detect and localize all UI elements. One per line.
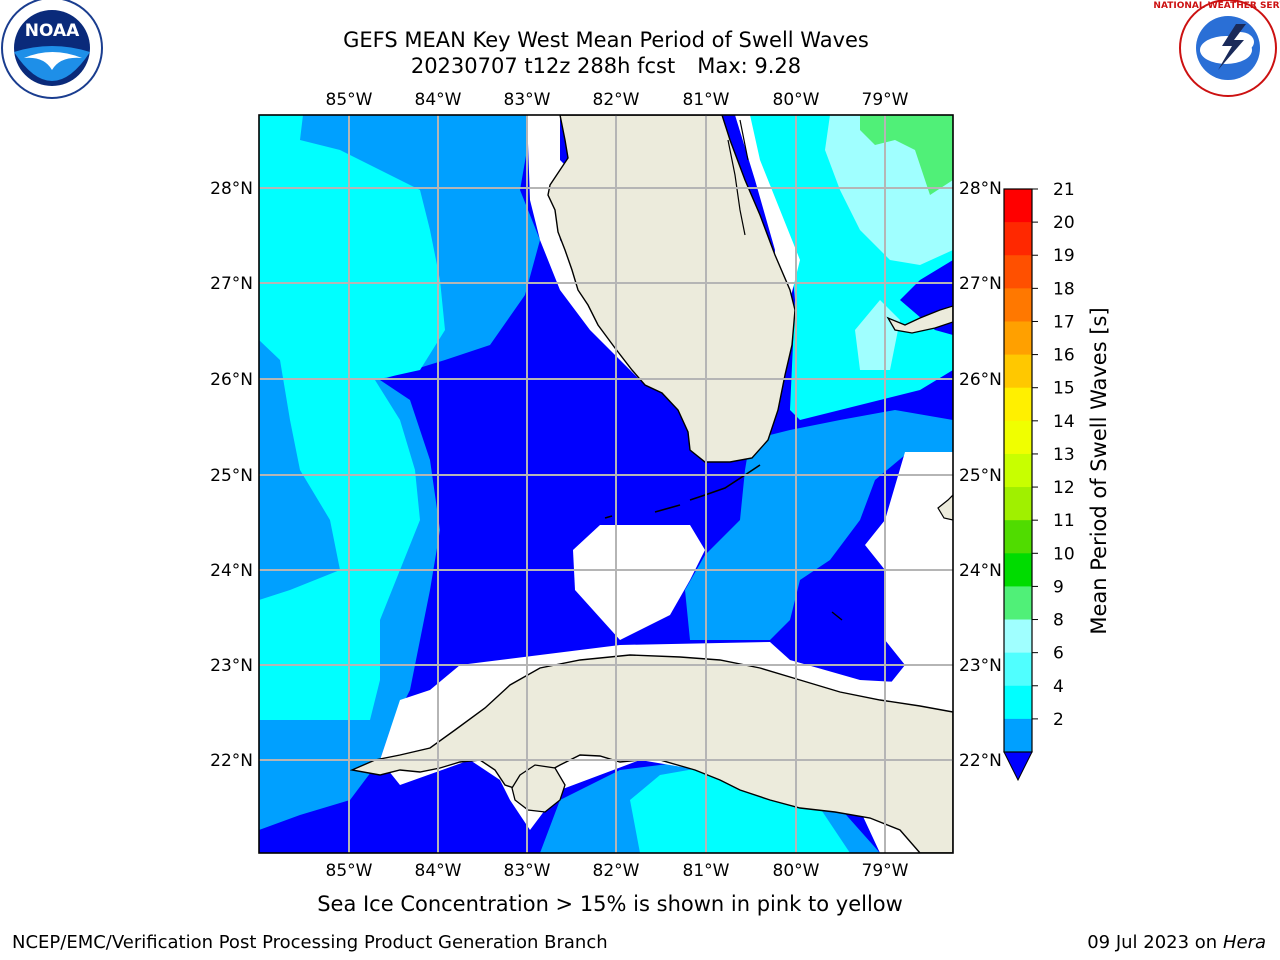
caption: Sea Ice Concentration > 15% is shown in … xyxy=(258,890,1218,918)
colorbar-tick-label: 13 xyxy=(1053,445,1075,465)
run-info: 20230707 t12z 288h fcst xyxy=(410,54,676,78)
colorbar-segment xyxy=(1004,553,1032,587)
map-frame xyxy=(258,114,954,854)
max-value: Max: 9.28 xyxy=(697,54,802,78)
isle-of-youth-land xyxy=(511,764,566,813)
colorbar-segment xyxy=(1004,255,1032,289)
colorbar-segment xyxy=(1004,453,1032,488)
colorbar-segment xyxy=(1004,487,1032,521)
lat-label: 22°N xyxy=(210,751,253,771)
lake-okeechobee xyxy=(727,119,749,236)
colorbar-tick-label: 11 xyxy=(1053,511,1075,531)
florida-peninsula-land xyxy=(547,115,796,463)
colorbar-tick-label: 6 xyxy=(1053,644,1064,664)
lon-label: 85°W xyxy=(326,90,373,110)
colorbar-tick-label: 17 xyxy=(1053,312,1075,332)
colorbar-tick-label: 12 xyxy=(1053,478,1075,498)
colorbar-tick-label: 2 xyxy=(1053,710,1064,730)
colorbar-segment xyxy=(1004,222,1032,256)
colorbar-tick-label: 4 xyxy=(1053,677,1064,697)
colorbar-tick-label: 20 xyxy=(1053,213,1075,233)
swell-band-9-10 xyxy=(860,115,953,195)
chart-title: GEFS MEAN Key West Mean Period of Swell … xyxy=(343,28,869,52)
swell-band-6-8-west xyxy=(259,115,445,720)
colorbar-segment xyxy=(1004,321,1032,356)
lat-label: 26°N xyxy=(210,370,253,390)
colorbar-tick-label: 16 xyxy=(1053,346,1075,366)
lon-label: 85°W xyxy=(326,861,373,881)
lat-label: 25°N xyxy=(210,466,253,486)
lon-label: 79°W xyxy=(862,90,909,110)
colorbar-segment xyxy=(1004,652,1032,687)
lat-label: 26°N xyxy=(959,370,1002,390)
colorbar-label: Mean Period of Swell Waves [s] xyxy=(1087,307,1111,634)
lon-label: 82°W xyxy=(593,90,640,110)
mask-area-keys xyxy=(573,525,705,640)
colorbar-tick-label: 14 xyxy=(1053,412,1075,432)
colorbar-tick-label: 10 xyxy=(1053,544,1075,564)
colorbar-segment xyxy=(1004,520,1032,554)
colorbar-frame xyxy=(1003,188,1033,753)
lon-label: 84°W xyxy=(415,90,462,110)
lat-label: 24°N xyxy=(210,561,253,581)
swell-band-8-9-bahamas xyxy=(855,300,900,370)
colorbar-tick-label: 15 xyxy=(1053,379,1075,399)
lat-label: 27°N xyxy=(210,274,253,294)
colorbar-segment xyxy=(1004,387,1032,422)
colorbar-segment xyxy=(1004,586,1032,621)
colorbar-extend-triangle xyxy=(1003,751,1033,782)
lon-label: 81°W xyxy=(683,861,730,881)
colorbar: 21 20 19 18 17 16 15 14 13 12 11 10 9 8 6 4 2 Mean Perio… xyxy=(1003,180,1111,782)
colorbar-segment xyxy=(1004,685,1032,720)
lat-label: 28°N xyxy=(210,179,253,199)
lat-label: 25°N xyxy=(959,466,1002,486)
lon-label: 83°W xyxy=(504,90,551,110)
florida-keys xyxy=(604,464,761,519)
noaa-logo-text: NOAA xyxy=(25,21,80,41)
lon-labels-top: 85°W 84°W 83°W 82°W 81°W 80°W 79°W xyxy=(326,90,909,110)
andros-land xyxy=(937,494,953,521)
colorbar-segment xyxy=(1004,288,1032,322)
lat-label: 24°N xyxy=(959,561,1002,581)
lat-label: 23°N xyxy=(210,656,253,676)
colorbar-segment xyxy=(1004,619,1032,654)
gridlines xyxy=(259,115,953,853)
nws-logo-text: NATIONAL WEATHER SERVICE xyxy=(1153,1,1280,11)
lon-label: 80°W xyxy=(773,90,820,110)
colorbar-tick-label: 9 xyxy=(1053,577,1064,597)
footer-credit: NCEP/EMC/Verification Post Processing Pr… xyxy=(12,932,608,953)
footer-timestamp: 09 Jul 2023 on Hera xyxy=(1087,932,1266,954)
noaa-logo: NOAA xyxy=(1,0,103,99)
lat-label: 23°N xyxy=(959,656,1002,676)
chart-subtitle: 20230707 t12z 288h fcst Max: 9.28 xyxy=(258,53,954,79)
lon-label: 81°W xyxy=(683,90,730,110)
colorbar-segment xyxy=(1004,354,1032,389)
lon-label: 79°W xyxy=(862,861,909,881)
lat-labels-right: 28°N 27°N 26°N 25°N 24°N 23°N 22°N xyxy=(959,179,1002,771)
lon-label: 82°W xyxy=(593,861,640,881)
sea-ice-note: Sea Ice Concentration > 15% is shown in … xyxy=(317,892,903,916)
lon-label: 80°W xyxy=(773,861,820,881)
colorbar-segment xyxy=(1004,189,1032,223)
colorbar-tick-label: 18 xyxy=(1053,279,1075,299)
footer-machine: Hera xyxy=(1222,932,1266,953)
colorbar-tick-label: 8 xyxy=(1053,611,1064,631)
colorbar-segment xyxy=(1004,718,1032,753)
colorbar-tick-label: 21 xyxy=(1053,180,1075,200)
colorbar-segment xyxy=(1004,420,1032,455)
map-panel xyxy=(259,115,953,853)
bahamas-land xyxy=(886,305,953,334)
lon-labels-bottom: 85°W 84°W 83°W 82°W 81°W 80°W 79°W xyxy=(326,861,909,881)
lat-label: 28°N xyxy=(959,179,1002,199)
colorbar-tick-label: 19 xyxy=(1053,246,1075,266)
lat-label: 27°N xyxy=(959,274,1002,294)
cay-sal-bank xyxy=(831,611,843,621)
lat-label: 22°N xyxy=(959,751,1002,771)
nws-logo: NATIONAL WEATHER SERVICE xyxy=(1153,0,1280,97)
lon-label: 84°W xyxy=(415,861,462,881)
footer-date: 09 Jul 2023 on xyxy=(1087,932,1223,953)
lon-label: 83°W xyxy=(504,861,551,881)
lat-labels-left: 28°N 27°N 26°N 25°N 24°N 23°N 22°N xyxy=(210,179,253,771)
